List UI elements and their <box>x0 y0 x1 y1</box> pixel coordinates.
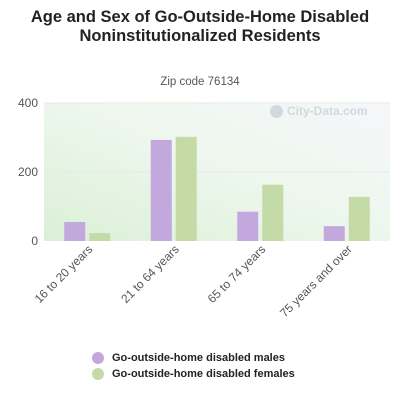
legend: Go-outside-home disabled males Go-outsid… <box>92 350 295 382</box>
y-tick-label: 200 <box>18 165 38 179</box>
bar-females <box>89 233 111 241</box>
legend-label-females: Go-outside-home disabled females <box>112 368 295 380</box>
bar-females <box>175 136 197 241</box>
bar-females <box>348 196 370 241</box>
y-tick-label: 400 <box>18 96 38 110</box>
bar-females <box>262 184 284 241</box>
x-tick-label: 16 to 20 years <box>32 242 96 306</box>
y-tick-label: 0 <box>31 234 38 248</box>
x-tick-label: 21 to 64 years <box>118 242 182 306</box>
legend-item-females: Go-outside-home disabled females <box>92 366 295 382</box>
legend-swatch-females <box>92 368 104 380</box>
legend-item-males: Go-outside-home disabled males <box>92 350 295 366</box>
watermark-text: City-Data.com <box>287 104 368 118</box>
legend-swatch-males <box>92 352 104 364</box>
bar-males <box>237 211 259 241</box>
watermark: City-Data.com <box>270 104 368 118</box>
bar-males <box>150 139 172 241</box>
x-tick-label: 65 to 74 years <box>205 242 269 306</box>
search-icon <box>270 104 283 118</box>
x-tick-label: 75 years and over <box>277 242 355 320</box>
bar-males <box>64 222 86 241</box>
chart-subtitle: Zip code 76134 <box>160 76 240 88</box>
bar-males <box>323 226 345 241</box>
legend-label-males: Go-outside-home disabled males <box>112 352 285 364</box>
chart-title: Age and Sex of Go-Outside-Home Disabled … <box>30 8 370 45</box>
